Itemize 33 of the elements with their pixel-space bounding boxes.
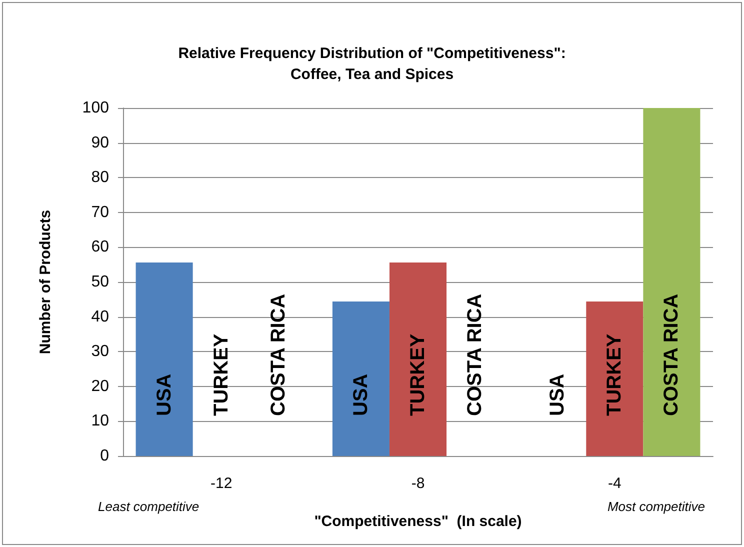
x-tick-label: -12	[210, 475, 232, 492]
text: TURKEY	[210, 334, 232, 416]
text: Least competitive	[98, 499, 200, 514]
text: COSTA RICA	[464, 294, 486, 416]
y-tick-label: 90	[91, 134, 110, 152]
y-tick-label: 10	[91, 412, 110, 430]
bar	[586, 301, 644, 456]
y-tick-label: 50	[91, 274, 110, 290]
text: Most competitive	[607, 499, 706, 514]
bar	[332, 301, 390, 456]
y-tick-label: 40	[91, 308, 110, 326]
y-tick-label: 60	[91, 238, 110, 256]
series-label: USA	[153, 374, 176, 416]
chart-title: Relative Frequency Distribution of "Competitiveness": Coffee, Tea and Spices	[178, 45, 566, 83]
y-tick-label: 80	[91, 169, 110, 186]
y-tick-label: 0	[100, 448, 110, 464]
bar	[643, 108, 700, 456]
series-label: TURKEY	[407, 333, 429, 416]
series-label: COSTA RICA	[660, 294, 683, 416]
bar	[389, 262, 447, 456]
x-tick-label: -4	[608, 475, 622, 492]
y-tick-label: 30	[91, 343, 110, 360]
y-tick-label: 20	[91, 378, 110, 395]
text: COSTA RICA	[267, 294, 290, 416]
y-tick-label: 100	[82, 100, 110, 116]
text: USA	[350, 374, 372, 416]
x-axis-title: "Competitiveness" (In scale)	[314, 513, 522, 530]
bar	[136, 262, 193, 456]
x-tick-label: -8	[411, 475, 425, 492]
y-axis-title: Number of Products	[37, 210, 54, 354]
y-tick-label: 70	[91, 204, 110, 221]
text: TURKEY	[604, 334, 626, 416]
text: USA	[546, 374, 569, 416]
